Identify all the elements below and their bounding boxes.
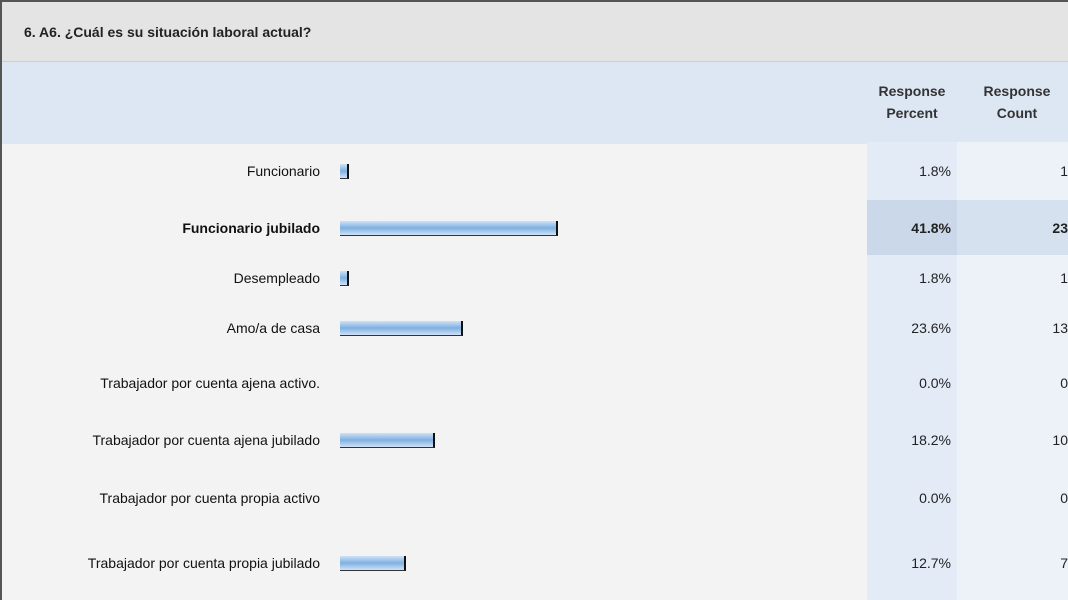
answer-label: Trabajador por cuenta propia jubilado bbox=[87, 554, 320, 571]
bar bbox=[340, 220, 559, 236]
bar bbox=[340, 320, 464, 336]
response-count: 1 bbox=[957, 255, 1068, 300]
response-count: 0 bbox=[957, 470, 1068, 525]
answer-row: Funcionario jubilado 41.8% 23 bbox=[2, 200, 1068, 255]
answer-row: Funcionario 1.8% 1 bbox=[2, 142, 1068, 200]
answer-label: Funcionario jubilado bbox=[182, 219, 320, 236]
response-count: 0 bbox=[957, 355, 1068, 410]
response-percent: 23.6% bbox=[867, 300, 957, 355]
response-percent: 41.8% bbox=[867, 200, 957, 255]
response-count: 23 bbox=[957, 200, 1068, 255]
response-percent: 0.0% bbox=[867, 470, 957, 525]
bar bbox=[340, 433, 435, 448]
response-percent: 1.8% bbox=[867, 142, 957, 200]
answer-label: Trabajador por cuenta propia activo bbox=[99, 489, 321, 506]
answer-row: Trabajador por cuenta ajena activo. 0.0% 0 bbox=[2, 355, 1068, 410]
answer-row: Trabajador por cuenta propia activo 0.0% 0 bbox=[2, 470, 1068, 525]
response-percent: 12.7% bbox=[867, 525, 957, 600]
response-percent: 1.8% bbox=[867, 255, 957, 300]
response-percent: 18.2% bbox=[867, 410, 957, 470]
bar bbox=[340, 555, 407, 571]
answer-label: Desempleado bbox=[233, 269, 320, 286]
answer-row: Amo/a de casa 23.6% 13 bbox=[2, 300, 1068, 355]
response-count: 7 bbox=[957, 525, 1068, 600]
answer-label: Trabajador por cuenta ajena activo. bbox=[100, 374, 320, 391]
bar bbox=[340, 164, 350, 179]
response-count: 13 bbox=[957, 300, 1068, 355]
response-count: 1 bbox=[957, 142, 1068, 200]
response-count: 10 bbox=[957, 410, 1068, 470]
question-title: 6. A6. ¿Cuál es su situación laboral act… bbox=[2, 2, 1068, 62]
answer-row: Desempleado 1.8% 1 bbox=[2, 255, 1068, 300]
answer-row: Trabajador por cuenta ajena jubilado 18.2… bbox=[2, 410, 1068, 470]
answer-label: Funcionario bbox=[246, 163, 320, 179]
header-row: Response Percent Response Count bbox=[2, 62, 1068, 144]
answer-row: Trabajador por cuenta propia jubilado 12.… bbox=[2, 525, 1068, 600]
answer-label: Trabajador por cuenta ajena jubilado bbox=[92, 432, 320, 448]
answer-label: Amo/a de casa bbox=[226, 319, 320, 336]
count-header: Response Count bbox=[983, 83, 1051, 121]
bar bbox=[340, 270, 350, 286]
response-percent: 0.0% bbox=[867, 355, 957, 410]
percent-header: Response Percent bbox=[878, 83, 946, 121]
